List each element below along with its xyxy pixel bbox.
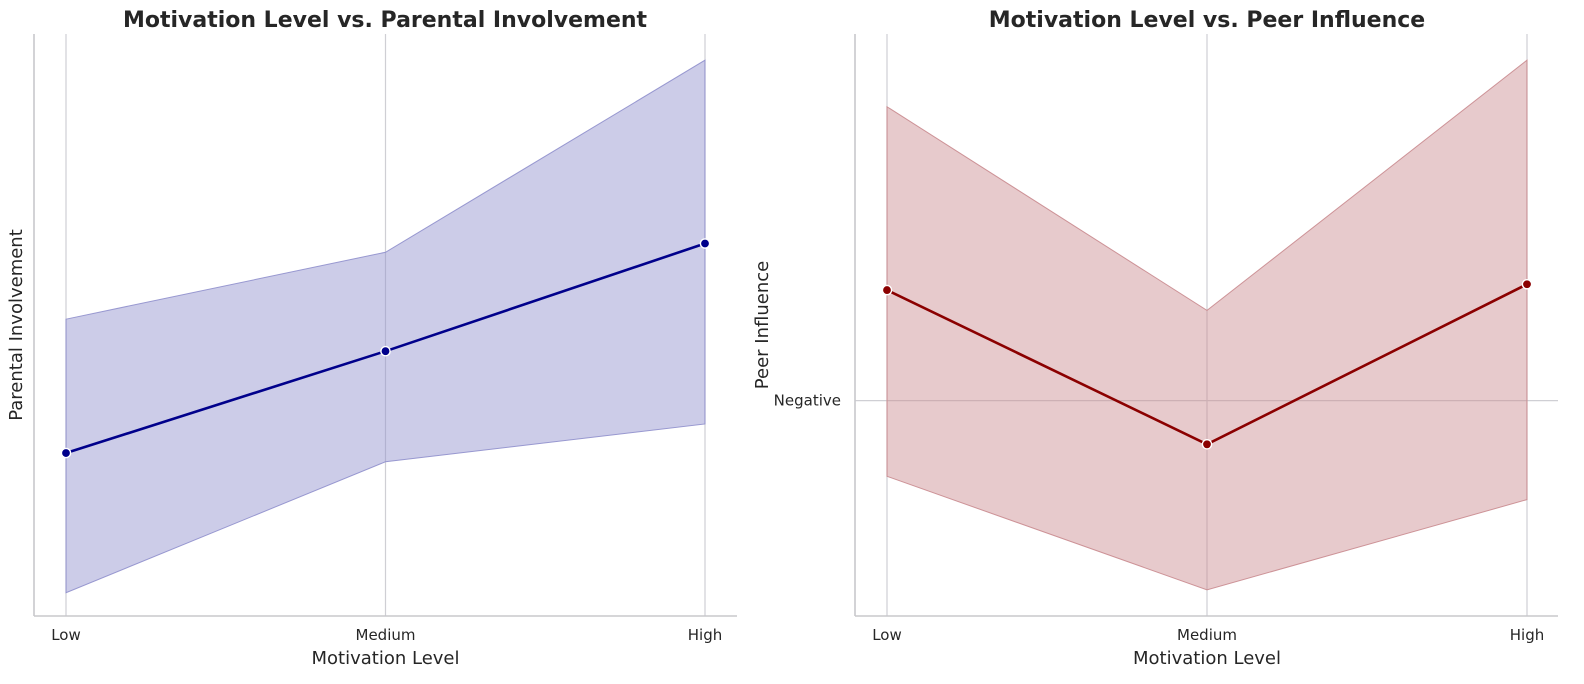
x-tick-label: Medium [1177, 626, 1237, 644]
x-tick-label: Low [872, 626, 902, 644]
data-point-low [60, 447, 72, 459]
x-tick-label: Medium [356, 626, 416, 644]
x-axis-label: Motivation Level [1133, 648, 1281, 669]
y-axis-label: Peer Influence [752, 261, 773, 389]
confidence-band [886, 59, 1528, 591]
x-tick-label: Low [51, 626, 81, 644]
x-tick-label: High [688, 626, 722, 644]
chart-title: Motivation Level vs. Parental Involvemen… [123, 8, 648, 33]
y-axis-label: Parental Involvement [6, 229, 27, 421]
data-point-low [881, 284, 893, 296]
data-point-high [699, 238, 711, 249]
confidence-band [65, 59, 706, 594]
chart-title: Motivation Level vs. Peer Influence [989, 8, 1425, 33]
chart-panel-1: Low Medium High Motivation Level vs. Parent… [6, 8, 737, 669]
y-tick-label: Negative [774, 392, 841, 410]
chart-panel-2: Low Medium High Negative Motivation Level vs… [752, 8, 1558, 669]
data-point-high [1521, 278, 1533, 290]
data-point-medium [380, 345, 391, 357]
x-axis-label: Motivation Level [312, 648, 460, 669]
x-tick-label: High [1510, 626, 1544, 644]
data-point-medium [1201, 439, 1213, 450]
